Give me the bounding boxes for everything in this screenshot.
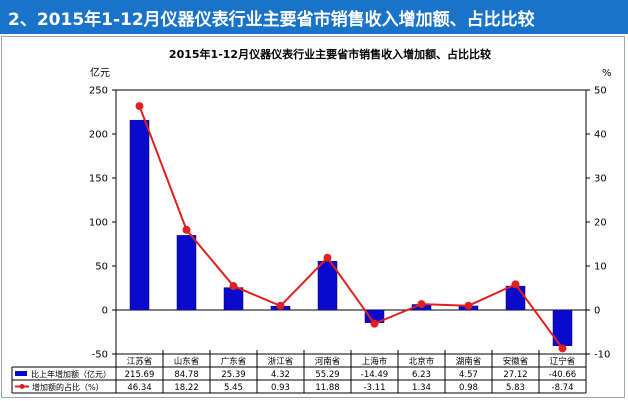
left-axis-tick-label: 0 bbox=[102, 306, 108, 317]
legend-bar-label: 比上年增加额（亿元） bbox=[31, 369, 111, 379]
category-label: 浙江省 bbox=[268, 356, 294, 367]
bar bbox=[223, 287, 244, 311]
line-data-label: 5.83 bbox=[506, 383, 525, 393]
bar-data-label: 4.57 bbox=[459, 370, 478, 380]
left-axis-tick-label: 100 bbox=[89, 218, 108, 229]
line-data-label: 0.93 bbox=[271, 383, 290, 393]
right-axis-tick-label: -10 bbox=[594, 350, 610, 361]
chart-title: 2015年1-12月仪器仪表行业主要省市销售收入增加额、占比比较 bbox=[169, 47, 491, 61]
section-banner: 2、2015年1-12月仪器仪表行业主要省市销售收入增加额、占比比较 bbox=[0, 0, 628, 34]
bar bbox=[505, 285, 526, 311]
right-axis-tick-label: 0 bbox=[594, 306, 600, 317]
section-title: 2、2015年1-12月仪器仪表行业主要省市销售收入增加额、占比比较 bbox=[8, 10, 535, 30]
bar-data-label: 27.12 bbox=[503, 370, 527, 380]
bar-data-label: -14.49 bbox=[361, 370, 388, 380]
category-label: 湖南省 bbox=[456, 356, 482, 367]
bar bbox=[176, 235, 197, 311]
category-label: 江苏省 bbox=[127, 356, 153, 367]
legend-bar-swatch bbox=[15, 371, 27, 376]
category-label: 安徽省 bbox=[503, 356, 529, 367]
bar-data-label: 55.29 bbox=[315, 370, 339, 380]
legend-line-marker bbox=[19, 384, 25, 389]
line-data-label: -3.11 bbox=[364, 383, 386, 393]
category-label: 山东省 bbox=[174, 356, 200, 367]
right-axis-tick-label: 20 bbox=[594, 218, 607, 229]
line-point bbox=[370, 319, 379, 328]
right-axis-tick-label: 40 bbox=[594, 130, 607, 141]
bar bbox=[129, 119, 150, 311]
bar-data-label: 25.39 bbox=[221, 370, 245, 380]
line-data-label: 46.34 bbox=[127, 383, 151, 393]
line-point bbox=[511, 280, 520, 289]
category-label: 北京市 bbox=[409, 356, 435, 367]
bar-data-label: 215.69 bbox=[125, 370, 155, 380]
line-point bbox=[323, 253, 332, 262]
chart-frame bbox=[1, 36, 625, 398]
plot-area-border bbox=[115, 89, 587, 355]
left-axis-tick-label: 50 bbox=[95, 262, 108, 273]
left-axis-unit: 亿元 bbox=[90, 66, 110, 79]
bar-data-label: 84.78 bbox=[174, 370, 198, 380]
line-point bbox=[229, 282, 238, 291]
line-data-label: 0.98 bbox=[459, 383, 478, 393]
line-data-label: -8.74 bbox=[552, 383, 574, 393]
category-label: 河南省 bbox=[315, 356, 341, 367]
right-axis-tick-label: 30 bbox=[594, 174, 607, 185]
bar-data-label: 4.32 bbox=[271, 370, 290, 380]
bar-data-label: 6.23 bbox=[412, 370, 431, 380]
line-data-label: 1.34 bbox=[412, 383, 431, 393]
line-point bbox=[182, 225, 191, 234]
line-data-label: 11.88 bbox=[315, 383, 339, 393]
left-axis-tick-label: 150 bbox=[89, 174, 108, 185]
line-point bbox=[135, 102, 144, 111]
right-axis-tick-label: 10 bbox=[594, 262, 607, 273]
line-data-label: 5.45 bbox=[224, 383, 243, 393]
category-label: 上海市 bbox=[362, 356, 388, 367]
right-axis-tick-label: 50 bbox=[594, 86, 607, 97]
line-data-label: 18.22 bbox=[174, 383, 198, 393]
left-axis-tick-label: -50 bbox=[92, 350, 108, 361]
line-point bbox=[417, 300, 426, 309]
series-line bbox=[138, 105, 564, 350]
legend-line-label: 增加额的占比（%） bbox=[32, 382, 104, 392]
bar-data-label: -40.66 bbox=[549, 370, 576, 380]
line-point bbox=[276, 301, 285, 310]
line-point bbox=[464, 301, 473, 310]
line-point bbox=[558, 344, 567, 353]
left-axis-tick-label: 200 bbox=[89, 130, 108, 141]
category-label: 广东省 bbox=[221, 356, 247, 367]
category-label: 辽宁省 bbox=[550, 356, 576, 367]
right-axis-unit: % bbox=[602, 68, 612, 79]
left-axis-tick-label: 250 bbox=[89, 86, 108, 97]
